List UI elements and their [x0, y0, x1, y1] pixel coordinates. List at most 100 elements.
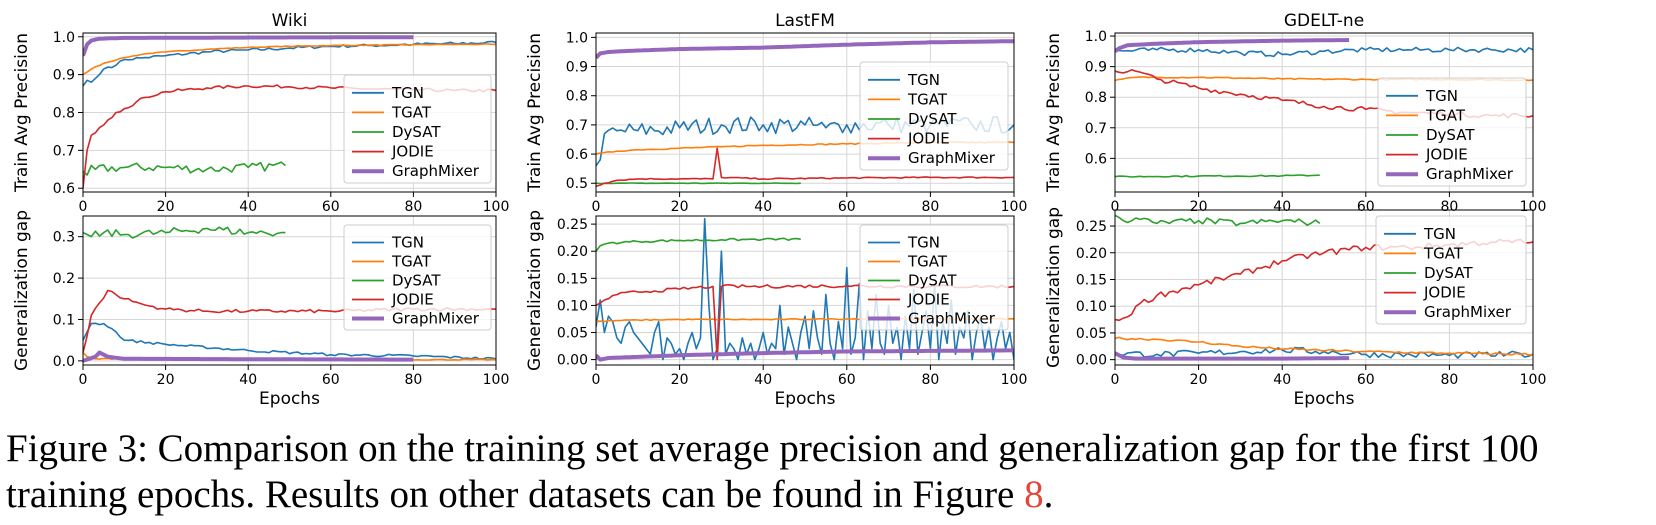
- x-tick-label: 40: [754, 372, 772, 388]
- series-line-dysat: [83, 226, 286, 239]
- legend-label-jodie: JODIE: [391, 291, 434, 309]
- series-line-graphmixer: [596, 348, 1014, 362]
- legend-label-tgn: TGN: [907, 71, 940, 89]
- legend-box: [343, 74, 492, 184]
- y-tick-label: 0.0: [53, 354, 75, 370]
- legend-label-tgat: TGAT: [907, 90, 948, 108]
- y-tick-label: 1.0: [53, 30, 75, 46]
- legend-box: [1377, 77, 1527, 187]
- x-tick-label: 0: [592, 199, 601, 215]
- x-tick-label: 40: [239, 372, 257, 388]
- series-line-jodie: [596, 147, 1014, 187]
- figure-charts: 0 20 40 60 80 100 0.6 0.7 0.8 0.9 1.0 Wiki Train Avg…: [12, 11, 1546, 409]
- legend-box: [343, 224, 492, 331]
- series-line-graphmixer: [83, 350, 414, 363]
- legend-label-tgn: TGN: [391, 234, 424, 252]
- y-tick-label: 0.9: [53, 68, 75, 84]
- chart-panel-3: 0 20 40 60 80 100 0.6 0.7 0.8 0.9 1.0 GDELT-ne Train…: [1044, 11, 1546, 215]
- legend-label-graphmixer: GraphMixer: [908, 149, 996, 167]
- x-tick-label: 20: [157, 372, 175, 388]
- y-tick-label: 0.20: [557, 244, 588, 260]
- y-tick-label: 1.0: [566, 30, 588, 46]
- plot-frame: [1114, 32, 1534, 193]
- series-line-graphmixer: [83, 35, 414, 57]
- y-tick-label: 0.15: [1076, 272, 1107, 288]
- legend-box: [859, 224, 1009, 331]
- x-tick-label: 60: [322, 372, 340, 388]
- y-tick-label: 0.3: [53, 230, 75, 246]
- legend-label-tgat: TGAT: [1423, 244, 1464, 262]
- chart-panel-4: 0 20 40 60 80 100 0.0 0.1 0.2 0.3 Epochs Generaliza…: [12, 210, 509, 409]
- series-line-dysat: [1115, 214, 1321, 227]
- y-tick-label: 0.8: [53, 106, 75, 122]
- legend-label-jodie: JODIE: [391, 143, 434, 161]
- x-tick-label: 20: [671, 372, 689, 388]
- series-line-graphmixer: [596, 39, 1014, 60]
- legend-label-tgat: TGAT: [1425, 106, 1466, 124]
- legend-box: [859, 61, 1009, 171]
- series-line-dysat: [596, 182, 801, 185]
- chart-panel-2: 0 20 40 60 80 100 0.5 0.6 0.7 0.8 0.9 1.0 LastFM Trai…: [525, 11, 1027, 215]
- y-tick-label: 0.8: [566, 89, 588, 105]
- y-tick-label: 0.00: [1076, 353, 1107, 369]
- y-tick-label: 0.6: [53, 181, 75, 197]
- y-tick-label: 0.05: [1076, 326, 1107, 342]
- x-tick-label: 60: [1357, 199, 1375, 215]
- x-tick-label: 80: [404, 199, 422, 215]
- legend-label-tgn: TGN: [1423, 225, 1456, 243]
- chart-panel-5: 0 20 40 60 80 100 0.00 0.05 0.10 0.15 0.20 0.25 Epoc…: [525, 210, 1027, 409]
- y-axis-label: Train Avg Precision: [12, 33, 32, 193]
- legend-label-jodie: JODIE: [907, 130, 950, 148]
- series-line-graphmixer: [1115, 351, 1350, 361]
- series-line-dysat: [596, 237, 801, 252]
- y-axis-label: Generalization gap: [525, 210, 545, 371]
- legend-label-graphmixer: GraphMixer: [1424, 303, 1512, 321]
- legend-label-tgat: TGAT: [907, 253, 948, 271]
- y-tick-label: 0.9: [1085, 60, 1107, 76]
- legend-label-tgat: TGAT: [391, 103, 432, 121]
- series-line-tgn: [1115, 46, 1533, 58]
- y-tick-label: 0.15: [557, 271, 588, 287]
- y-tick-label: 0.9: [566, 60, 588, 76]
- legend-label-graphmixer: GraphMixer: [1426, 165, 1514, 183]
- series-line-tgn: [83, 40, 496, 87]
- x-tick-label: 60: [1357, 372, 1375, 388]
- y-tick-label: 0.1: [53, 312, 75, 328]
- y-tick-label: 0.6: [1085, 151, 1107, 167]
- x-axis-label: Epochs: [1294, 389, 1355, 409]
- series-line-graphmixer: [1115, 38, 1350, 53]
- x-tick-label: 80: [921, 199, 939, 215]
- legend-label-jodie: JODIE: [907, 291, 950, 309]
- y-axis-label: Train Avg Precision: [1044, 33, 1064, 193]
- x-tick-label: 0: [1111, 199, 1120, 215]
- caption-end: .: [1043, 473, 1054, 516]
- x-tick-label: 0: [1111, 372, 1120, 388]
- x-axis-label: Epochs: [775, 389, 836, 409]
- x-tick-label: 100: [1520, 372, 1547, 388]
- plot-frame: [82, 215, 497, 366]
- chart-panel-1: 0 20 40 60 80 100 0.6 0.7 0.8 0.9 1.0 Wiki Train Avg…: [12, 11, 509, 215]
- series-group: [83, 226, 496, 363]
- legend-label-tgat: TGAT: [391, 253, 432, 271]
- y-tick-label: 0.25: [557, 217, 588, 233]
- x-tick-label: 40: [754, 199, 772, 215]
- y-tick-label: 0.7: [566, 118, 588, 134]
- y-axis-label: Generalization gap: [1044, 207, 1064, 368]
- chart-panel-6: 0 20 40 60 80 100 0.00 0.05 0.10 0.15 0.20 0.25 Epoc…: [1044, 207, 1546, 409]
- x-tick-label: 100: [483, 372, 510, 388]
- y-tick-label: 0.8: [1085, 90, 1107, 106]
- legend-label-dysat: DySAT: [392, 123, 441, 141]
- chart-title: Wiki: [272, 11, 308, 31]
- x-tick-label: 100: [483, 199, 510, 215]
- x-axis-label: Epochs: [259, 389, 320, 409]
- y-tick-label: 0.5: [566, 176, 588, 192]
- figure-link[interactable]: 8: [1024, 473, 1044, 516]
- legend-label-graphmixer: GraphMixer: [392, 162, 480, 180]
- legend-label-dysat: DySAT: [1424, 264, 1473, 282]
- x-tick-label: 20: [671, 199, 689, 215]
- y-tick-label: 0.20: [1076, 246, 1107, 262]
